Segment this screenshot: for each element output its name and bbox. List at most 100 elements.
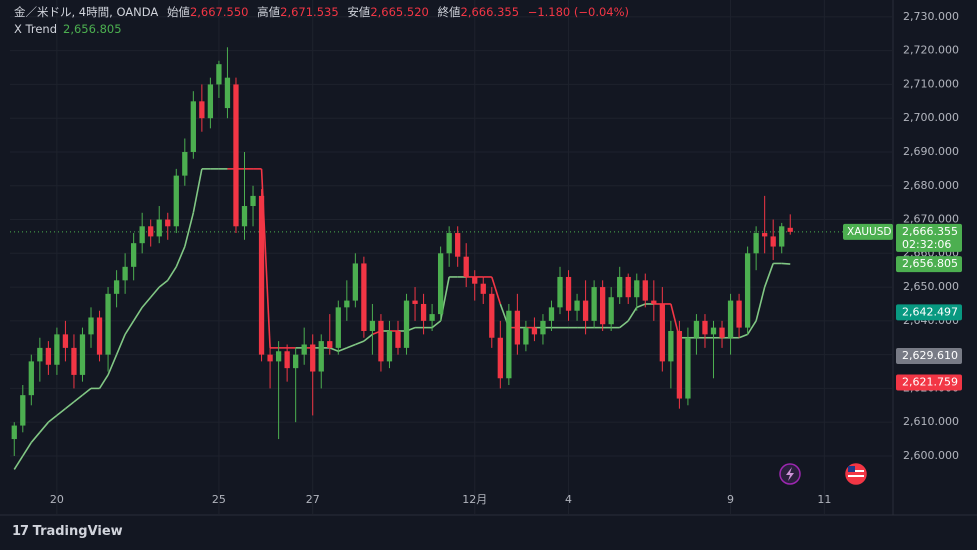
trend-line [39, 421, 49, 433]
candle-body [403, 300, 410, 348]
candle-body [668, 330, 674, 362]
indicator-name: X Trend [14, 22, 58, 36]
candle-body [617, 276, 623, 298]
candle-body [378, 320, 384, 362]
trend-line [30, 431, 41, 443]
change: −1.180 (−0.04%) [527, 5, 630, 19]
price-tag [896, 347, 962, 364]
candle-body [770, 236, 776, 247]
candle-body [531, 327, 538, 335]
indicator-row: X Trend 2,656.805 [14, 21, 629, 38]
close-value: 2,666.355 [460, 5, 520, 19]
symbol-tag [843, 223, 893, 240]
trend-line [150, 286, 160, 298]
candle-body [267, 354, 273, 362]
candle-body [156, 219, 162, 237]
symbol-row: 金／米ドル, 4時間, OANDA 始値2,667.550 高値2,671.53… [14, 4, 629, 21]
candle-body [88, 317, 94, 335]
trend-line [98, 374, 109, 389]
trend-line [619, 320, 629, 329]
brand-logo[interactable]: 17 TradingView [12, 524, 123, 539]
candle-body [275, 351, 282, 362]
candle-body [514, 310, 521, 345]
candle-body [608, 297, 614, 325]
candle-body [45, 347, 52, 365]
candle-body [361, 263, 367, 331]
candle-body [37, 347, 43, 362]
candle-body [182, 151, 188, 176]
trend-line [175, 246, 186, 268]
candle-body [224, 77, 231, 109]
trend-line [115, 334, 126, 355]
trend-line [167, 266, 177, 281]
candle-body [625, 276, 631, 298]
candle-body [216, 64, 222, 85]
candle-body [96, 317, 103, 355]
symbol-tag-label: XAUUSD [847, 226, 892, 238]
candle-body [574, 300, 580, 311]
candle-body [455, 233, 461, 257]
candle-body [787, 227, 793, 232]
indicator-value: 2,656.805 [63, 22, 122, 36]
open-value: 2,667.550 [189, 5, 249, 19]
trend-line [491, 276, 502, 305]
candle-body [79, 334, 86, 375]
trend-line [329, 347, 339, 352]
trend-line [746, 320, 757, 335]
candle-body [20, 395, 26, 426]
trend-line [355, 340, 365, 346]
high-value: 2,671.535 [280, 5, 339, 19]
candle-body [105, 293, 111, 355]
candle-body [540, 320, 546, 335]
candle-body [233, 84, 239, 227]
price-tag [896, 304, 962, 321]
low-label: 安値 [347, 5, 371, 19]
candle-body [489, 293, 495, 338]
candle-body [395, 330, 401, 348]
y-tick-label: 2,680.000 [903, 179, 959, 192]
candle-body [685, 337, 691, 399]
legend: 金／米ドル, 4時間, OANDA 始値2,667.550 高値2,671.53… [14, 4, 629, 38]
x-tick-label: 11 [817, 493, 831, 506]
candle-body [719, 327, 725, 338]
symbol: 金／米ドル, 4時間, OANDA [14, 5, 159, 19]
candle-body [420, 303, 427, 321]
price-tag-label: 2,629.610 [902, 349, 958, 362]
x-tick-label: 25 [212, 493, 226, 506]
price-tag-label: 2,642.497 [902, 305, 958, 318]
candle-body [548, 307, 555, 321]
candle-body [54, 334, 60, 365]
trend-line [781, 262, 791, 265]
candle-body [310, 344, 316, 372]
trend-line [184, 212, 195, 247]
candle-body [651, 300, 657, 304]
candle-body [591, 287, 597, 321]
candle-body [565, 276, 572, 311]
candle-body [190, 101, 196, 152]
x-tick-label: 4 [565, 493, 572, 506]
candle-body [693, 320, 700, 338]
y-tick-label: 2,720.000 [903, 44, 959, 57]
candle-body [139, 226, 145, 244]
replay-icon[interactable] [779, 463, 801, 485]
candle-body [258, 195, 265, 355]
trend-line [636, 303, 646, 309]
x-tick-label: 12月 [462, 493, 487, 506]
x-tick-label: 9 [727, 493, 734, 506]
candle-body [352, 263, 358, 301]
trend-line [64, 401, 75, 410]
candle-body [28, 361, 34, 396]
us-flag-icon[interactable] [845, 463, 867, 485]
candle-body [173, 175, 179, 227]
candle-body [284, 351, 290, 369]
trend-line [56, 408, 66, 417]
candle-body [412, 300, 418, 304]
x-tick-label: 20 [50, 493, 64, 506]
candle-body [557, 276, 563, 308]
candle-body [429, 314, 435, 321]
y-tick-label: 2,610.000 [903, 415, 959, 428]
trend-line [431, 320, 442, 329]
y-tick-label: 2,650.000 [903, 280, 959, 293]
y-tick-label: 2,690.000 [903, 145, 959, 158]
